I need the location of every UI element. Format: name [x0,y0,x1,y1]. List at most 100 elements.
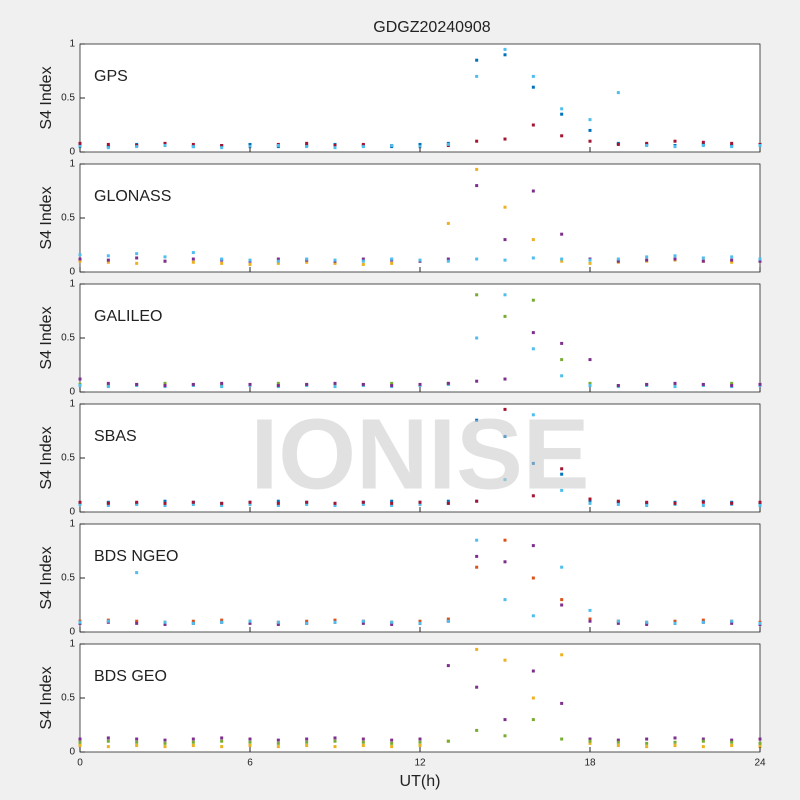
data-point [446,259,450,263]
data-point [758,259,762,263]
y-axis-label: S4 Index [38,546,55,609]
data-point [673,501,677,505]
y-tick-label: 1 [69,639,75,650]
x-axis-label: UT(h) [400,773,441,790]
data-point [361,145,365,149]
data-point [701,140,705,144]
data-point [333,144,337,148]
data-point [390,257,394,261]
data-point [135,740,139,744]
data-point [645,141,649,145]
data-point [446,501,450,505]
data-point [78,384,82,388]
data-point [701,256,705,260]
y-tick-label: 0.5 [61,333,75,344]
data-point [78,377,82,381]
data-point [730,619,734,623]
data-point [503,538,507,542]
data-point [701,259,705,263]
data-point [588,501,592,505]
y-tick-label: 1 [69,519,75,530]
data-point [531,576,535,580]
data-point [305,141,309,145]
data-point [503,53,507,57]
data-point [390,622,394,626]
data-point [645,741,649,745]
plot-area [79,43,761,153]
data-point [475,538,479,542]
data-point [503,407,507,411]
data-point [248,621,252,625]
y-tick-label: 0 [69,747,75,758]
data-point [701,504,705,508]
data-point [503,718,507,722]
data-point [163,259,167,263]
data-point [361,259,365,263]
data-point [191,257,195,261]
data-point [305,740,309,744]
data-point [390,384,394,388]
data-point [701,737,705,741]
x-tick-label: 0 [77,758,83,769]
data-point [248,740,252,744]
data-point [390,738,394,742]
data-point [616,744,620,748]
data-point [220,745,224,749]
data-point [645,622,649,626]
data-layer [78,293,762,389]
data-point [588,258,592,262]
data-point [305,737,309,741]
data-point [475,184,479,188]
data-point [135,502,139,506]
data-point [503,560,507,564]
data-point [730,141,734,145]
data-point [588,381,592,385]
data-point [191,251,195,255]
data-point [616,91,620,95]
data-point [673,139,677,143]
data-point [276,261,280,265]
data-point [390,381,394,385]
data-point [163,384,167,388]
data-point [333,620,337,624]
data-point [588,118,592,122]
data-point [418,744,422,748]
data-point [135,744,139,748]
data-point [560,603,564,607]
data-point [163,620,167,624]
y-tick-label: 1 [69,279,75,290]
data-point [645,258,649,262]
data-point [418,502,422,506]
data-point [531,494,535,498]
data-point [276,738,280,742]
data-point [305,744,309,748]
data-point [361,257,365,261]
data-point [503,734,507,738]
data-point [220,381,224,385]
data-point [446,221,450,225]
data-point [163,504,167,508]
data-point [730,145,734,149]
data-point [191,619,195,623]
data-point [220,385,224,389]
data-point [701,620,705,624]
data-point [163,141,167,145]
data-point [645,620,649,624]
data-point [276,384,280,388]
data-point [730,740,734,744]
data-point [191,740,195,744]
data-point [78,740,82,744]
data-point [418,737,422,741]
data-point [248,500,252,504]
data-point [78,620,82,624]
data-point [361,740,365,744]
data-point [758,504,762,508]
data-point [333,501,337,505]
data-point [135,261,139,265]
data-point [106,254,110,258]
data-point [560,701,564,705]
data-point [531,718,535,722]
data-point [220,261,224,265]
data-point [361,500,365,504]
y-tick-label: 1 [69,399,75,410]
